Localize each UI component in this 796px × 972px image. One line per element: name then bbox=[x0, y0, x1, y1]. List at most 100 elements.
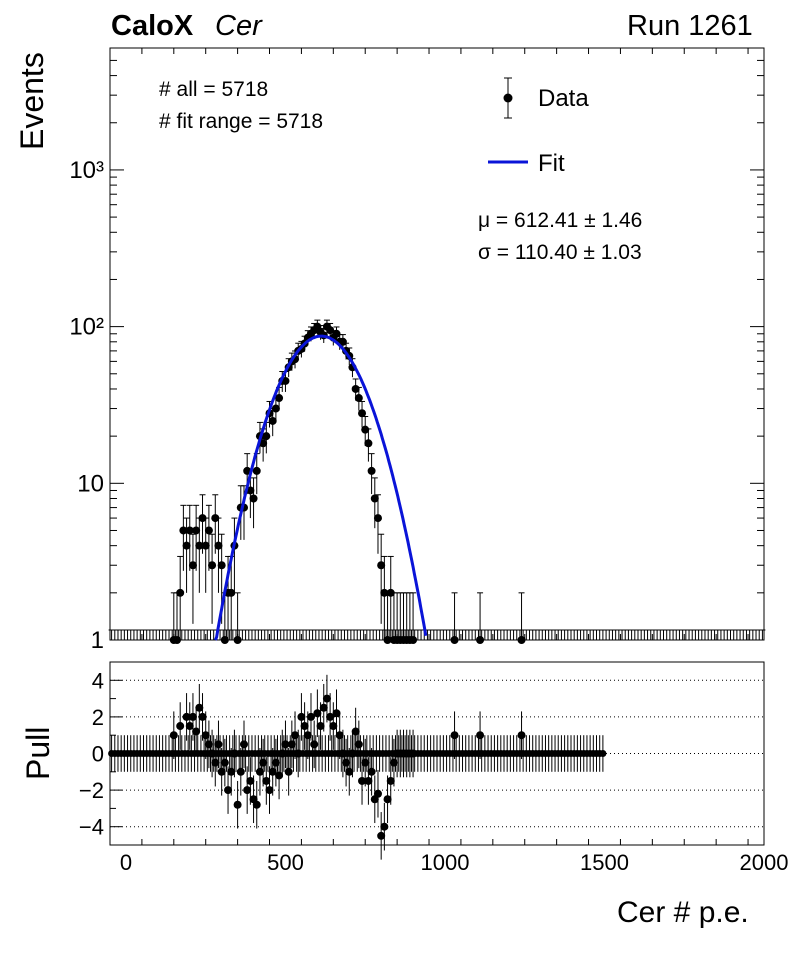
pull-point bbox=[268, 767, 277, 776]
legend-fit-label: Fit bbox=[538, 150, 565, 177]
pull-point bbox=[342, 758, 351, 767]
pull-point bbox=[332, 709, 341, 718]
pull-point bbox=[233, 800, 242, 809]
data-point bbox=[211, 514, 220, 523]
pull-point bbox=[287, 740, 296, 749]
pull-point bbox=[345, 767, 354, 776]
pull-point bbox=[383, 795, 392, 804]
pull-point bbox=[300, 722, 309, 731]
pull-point bbox=[348, 749, 357, 758]
pull-point bbox=[284, 767, 293, 776]
pull-point bbox=[204, 740, 213, 749]
data-point bbox=[179, 526, 188, 535]
data-point bbox=[204, 526, 213, 535]
y-tick-label: 10² bbox=[69, 314, 104, 341]
x-axis-label: Cer # p.e. bbox=[617, 896, 749, 929]
data-point bbox=[214, 541, 223, 550]
data-point bbox=[208, 561, 217, 570]
pull-tick-label: −4 bbox=[79, 815, 104, 840]
data-point bbox=[338, 337, 347, 346]
data-point bbox=[172, 636, 181, 644]
pull-point bbox=[476, 731, 485, 740]
data-point bbox=[220, 636, 229, 644]
pull-point bbox=[246, 776, 255, 785]
data-point bbox=[386, 588, 395, 597]
pull-point bbox=[303, 731, 312, 740]
pull-tick-label: 2 bbox=[92, 705, 104, 730]
data-point bbox=[358, 409, 367, 418]
pull-point bbox=[319, 703, 328, 712]
data-point bbox=[176, 588, 185, 597]
channel-name: Cer bbox=[215, 10, 262, 42]
pull-point bbox=[313, 709, 322, 718]
pull-point bbox=[239, 740, 248, 749]
upper-data-marks bbox=[108, 319, 766, 644]
data-point bbox=[373, 514, 382, 523]
pull-point bbox=[310, 740, 319, 749]
data-point bbox=[364, 439, 373, 448]
data-point bbox=[262, 432, 271, 441]
upper-axes bbox=[109, 47, 764, 641]
data-point bbox=[198, 514, 207, 523]
pull-point bbox=[176, 722, 185, 731]
data-point bbox=[246, 486, 255, 495]
data-point bbox=[370, 494, 379, 503]
pull-point bbox=[208, 749, 217, 758]
pull-point bbox=[294, 749, 303, 758]
data-point bbox=[182, 541, 191, 550]
stat-all: # all = 5718 bbox=[159, 78, 269, 101]
pull-point bbox=[230, 749, 239, 758]
pull-point bbox=[450, 731, 459, 740]
pull-point bbox=[329, 722, 338, 731]
pull-point bbox=[281, 740, 290, 749]
pull-point bbox=[322, 694, 331, 703]
x-tick-label: 500 bbox=[267, 850, 304, 875]
pull-point bbox=[367, 767, 376, 776]
data-point bbox=[227, 588, 236, 597]
pull-point bbox=[259, 758, 268, 767]
pull-point bbox=[262, 776, 271, 785]
pull-point bbox=[255, 767, 264, 776]
data-point bbox=[326, 326, 335, 335]
stat-fit-range: # fit range = 5718 bbox=[159, 110, 324, 133]
pull-point bbox=[335, 731, 344, 740]
pull-point bbox=[297, 712, 306, 721]
pull-point bbox=[306, 712, 315, 721]
run-label: Run 1261 bbox=[627, 10, 753, 42]
data-point bbox=[271, 404, 280, 413]
x-tick-label: 1500 bbox=[580, 850, 629, 875]
axis-labels: 0 500 1000 1500 2000 1 10 10² 10³ −4 −2 0 2 4 bbox=[69, 157, 788, 875]
pull-point bbox=[227, 767, 236, 776]
y-tick-label: 10³ bbox=[69, 157, 104, 184]
pull-point bbox=[182, 712, 191, 721]
pull-point bbox=[271, 758, 280, 767]
data-point bbox=[476, 636, 485, 644]
pull-point bbox=[517, 731, 526, 740]
data-point bbox=[332, 329, 341, 338]
data-point bbox=[380, 588, 389, 597]
pull-point bbox=[599, 750, 607, 757]
y-tick-label: 1 bbox=[91, 627, 104, 654]
lower-data-marks bbox=[108, 674, 607, 860]
data-point bbox=[361, 425, 370, 434]
pull-point bbox=[409, 749, 418, 758]
upper-plot-frame bbox=[109, 47, 765, 641]
pull-point bbox=[201, 731, 210, 740]
data-point bbox=[217, 561, 226, 570]
data-point bbox=[517, 636, 526, 644]
pull-point bbox=[217, 767, 226, 776]
pull-point bbox=[389, 758, 398, 767]
lower-y-axis-label: Pull bbox=[20, 726, 56, 780]
stat-sigma: σ = 110.40 ± 1.03 bbox=[478, 241, 642, 264]
pull-point bbox=[291, 731, 300, 740]
data-point bbox=[252, 466, 261, 475]
pull-point bbox=[364, 776, 373, 785]
data-point bbox=[281, 376, 290, 385]
x-tick-label: 1000 bbox=[420, 850, 469, 875]
y-tick-label: 10 bbox=[77, 470, 104, 497]
pull-point bbox=[198, 712, 207, 721]
data-point bbox=[377, 561, 386, 570]
data-point bbox=[188, 561, 197, 570]
legend-data-label: Data bbox=[538, 85, 589, 112]
